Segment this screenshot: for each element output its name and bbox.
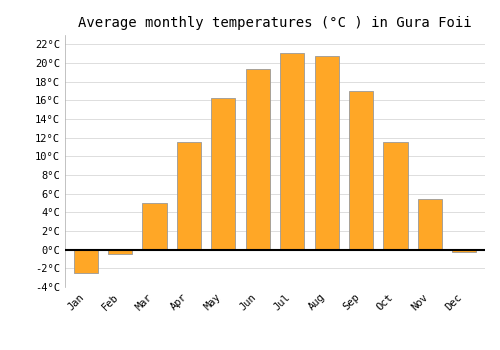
Bar <box>212 98 236 250</box>
Bar <box>246 69 270 250</box>
Bar <box>74 250 98 273</box>
Bar <box>177 142 201 250</box>
Bar <box>108 250 132 254</box>
Title: Average monthly temperatures (°C ) in Gura Foii: Average monthly temperatures (°C ) in Gu… <box>78 16 472 30</box>
Bar <box>349 91 373 250</box>
Bar <box>452 250 476 252</box>
Bar <box>418 199 442 250</box>
Bar <box>384 142 407 250</box>
Bar <box>280 53 304 250</box>
Bar <box>142 203 167 250</box>
Bar <box>314 56 338 250</box>
